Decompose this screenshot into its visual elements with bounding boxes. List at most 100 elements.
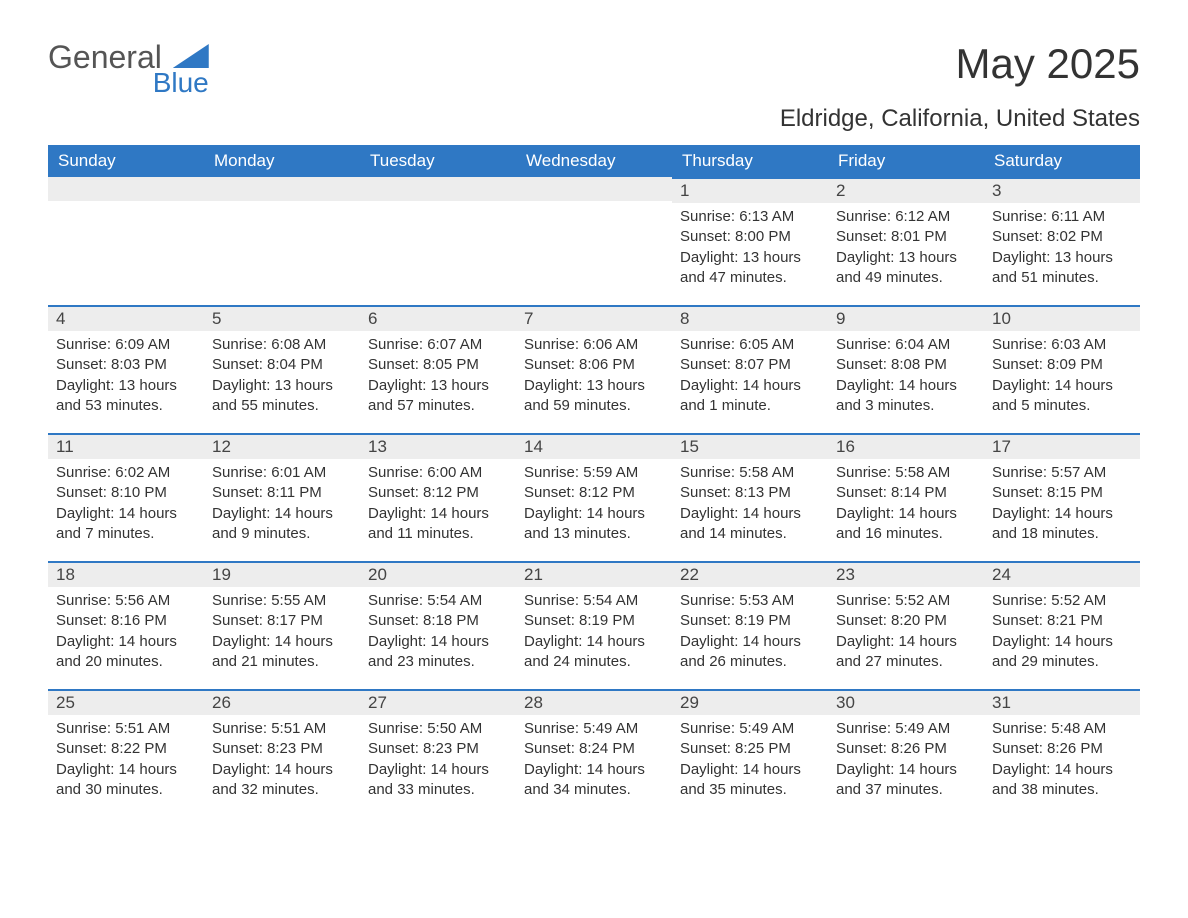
- sunset-text: Sunset: 8:12 PM: [524, 483, 664, 503]
- sunrise-text: Sunrise: 5:54 AM: [368, 591, 508, 611]
- calendar-week-row: 1Sunrise: 6:13 AMSunset: 8:00 PMDaylight…: [48, 177, 1140, 305]
- day-number: 6: [360, 305, 516, 331]
- day-body: Sunrise: 5:49 AMSunset: 8:26 PMDaylight:…: [828, 715, 984, 808]
- daylight-text: Daylight: 14 hours and 7 minutes.: [56, 504, 196, 545]
- calendar-cell: 6Sunrise: 6:07 AMSunset: 8:05 PMDaylight…: [360, 305, 516, 433]
- day-number-empty: [48, 177, 204, 201]
- daylight-text: Daylight: 14 hours and 14 minutes.: [680, 504, 820, 545]
- day-body: Sunrise: 5:55 AMSunset: 8:17 PMDaylight:…: [204, 587, 360, 680]
- sunset-text: Sunset: 8:16 PM: [56, 611, 196, 631]
- calendar-cell: 20Sunrise: 5:54 AMSunset: 8:18 PMDayligh…: [360, 561, 516, 689]
- day-body: Sunrise: 6:09 AMSunset: 8:03 PMDaylight:…: [48, 331, 204, 424]
- sunrise-text: Sunrise: 5:58 AM: [836, 463, 976, 483]
- sunset-text: Sunset: 8:25 PM: [680, 739, 820, 759]
- weekday-header-row: Sunday Monday Tuesday Wednesday Thursday…: [48, 145, 1140, 177]
- daylight-text: Daylight: 13 hours and 53 minutes.: [56, 376, 196, 417]
- day-body: Sunrise: 6:03 AMSunset: 8:09 PMDaylight:…: [984, 331, 1140, 424]
- daylight-text: Daylight: 14 hours and 38 minutes.: [992, 760, 1132, 801]
- sunrise-text: Sunrise: 5:51 AM: [212, 719, 352, 739]
- sunset-text: Sunset: 8:22 PM: [56, 739, 196, 759]
- sunrise-text: Sunrise: 6:13 AM: [680, 207, 820, 227]
- sunset-text: Sunset: 8:04 PM: [212, 355, 352, 375]
- day-number: 20: [360, 561, 516, 587]
- daylight-text: Daylight: 13 hours and 51 minutes.: [992, 248, 1132, 289]
- day-body-empty: [516, 201, 672, 281]
- sunrise-text: Sunrise: 6:11 AM: [992, 207, 1132, 227]
- sunset-text: Sunset: 8:20 PM: [836, 611, 976, 631]
- day-number: 19: [204, 561, 360, 587]
- calendar-cell: [516, 177, 672, 305]
- day-body: Sunrise: 6:00 AMSunset: 8:12 PMDaylight:…: [360, 459, 516, 552]
- sunset-text: Sunset: 8:23 PM: [368, 739, 508, 759]
- day-body: Sunrise: 5:49 AMSunset: 8:24 PMDaylight:…: [516, 715, 672, 808]
- sunrise-text: Sunrise: 5:49 AM: [680, 719, 820, 739]
- day-number: 29: [672, 689, 828, 715]
- sunset-text: Sunset: 8:09 PM: [992, 355, 1132, 375]
- calendar-cell: 11Sunrise: 6:02 AMSunset: 8:10 PMDayligh…: [48, 433, 204, 561]
- daylight-text: Daylight: 13 hours and 49 minutes.: [836, 248, 976, 289]
- sunrise-text: Sunrise: 5:52 AM: [836, 591, 976, 611]
- day-number: 27: [360, 689, 516, 715]
- calendar-cell: 29 Sunrise: 5:49 AMSunset: 8:25 PMDayligh…: [672, 689, 828, 817]
- sunset-text: Sunset: 8:08 PM: [836, 355, 976, 375]
- calendar-cell: 19Sunrise: 5:55 AMSunset: 8:17 PMDayligh…: [204, 561, 360, 689]
- calendar-cell: 24Sunrise: 5:52 AMSunset: 8:21 PMDayligh…: [984, 561, 1140, 689]
- sunset-text: Sunset: 8:01 PM: [836, 227, 976, 247]
- daylight-text: Daylight: 13 hours and 55 minutes.: [212, 376, 352, 417]
- sunrise-text: Sunrise: 6:02 AM: [56, 463, 196, 483]
- calendar-cell: 30Sunrise: 5:49 AMSunset: 8:26 PMDayligh…: [828, 689, 984, 817]
- daylight-text: Daylight: 14 hours and 1 minute.: [680, 376, 820, 417]
- logo-sail-icon: [173, 44, 209, 68]
- day-body-empty: [204, 201, 360, 281]
- day-number: 17: [984, 433, 1140, 459]
- day-body: Sunrise: 5:54 AMSunset: 8:18 PMDaylight:…: [360, 587, 516, 680]
- sunset-text: Sunset: 8:06 PM: [524, 355, 664, 375]
- day-number-empty: [360, 177, 516, 201]
- day-body: Sunrise: 6:13 AMSunset: 8:00 PMDaylight:…: [672, 203, 828, 296]
- day-number: 13: [360, 433, 516, 459]
- sunset-text: Sunset: 8:23 PM: [212, 739, 352, 759]
- sunrise-text: Sunrise: 6:09 AM: [56, 335, 196, 355]
- day-body: Sunrise: 5:48 AMSunset: 8:26 PMDaylight:…: [984, 715, 1140, 808]
- day-number: 23: [828, 561, 984, 587]
- day-number: 25: [48, 689, 204, 715]
- day-body: Sunrise: 5:58 AMSunset: 8:13 PMDaylight:…: [672, 459, 828, 552]
- sunrise-text: Sunrise: 5:49 AM: [836, 719, 976, 739]
- sunrise-text: Sunrise: 5:58 AM: [680, 463, 820, 483]
- calendar-body: 1Sunrise: 6:13 AMSunset: 8:00 PMDaylight…: [48, 177, 1140, 817]
- sunrise-text: Sunrise: 6:00 AM: [368, 463, 508, 483]
- calendar-cell: 17Sunrise: 5:57 AMSunset: 8:15 PMDayligh…: [984, 433, 1140, 561]
- weekday-header: Wednesday: [516, 145, 672, 177]
- calendar-cell: 2Sunrise: 6:12 AMSunset: 8:01 PMDaylight…: [828, 177, 984, 305]
- day-body-empty: [360, 201, 516, 281]
- sunset-text: Sunset: 8:26 PM: [992, 739, 1132, 759]
- sunset-text: Sunset: 8:17 PM: [212, 611, 352, 631]
- day-number: 5: [204, 305, 360, 331]
- calendar-cell: 3Sunrise: 6:11 AMSunset: 8:02 PMDaylight…: [984, 177, 1140, 305]
- calendar-cell: 21Sunrise: 5:54 AMSunset: 8:19 PMDayligh…: [516, 561, 672, 689]
- sunrise-text: Sunrise: 6:08 AM: [212, 335, 352, 355]
- day-number: 28: [516, 689, 672, 715]
- daylight-text: Daylight: 14 hours and 35 minutes.: [680, 760, 820, 801]
- sunrise-text: Sunrise: 6:06 AM: [524, 335, 664, 355]
- daylight-text: Daylight: 14 hours and 21 minutes.: [212, 632, 352, 673]
- sunrise-text: Sunrise: 5:53 AM: [680, 591, 820, 611]
- daylight-text: Daylight: 14 hours and 37 minutes.: [836, 760, 976, 801]
- daylight-text: Daylight: 14 hours and 26 minutes.: [680, 632, 820, 673]
- day-number: 24: [984, 561, 1140, 587]
- calendar-cell: 27Sunrise: 5:50 AMSunset: 8:23 PMDayligh…: [360, 689, 516, 817]
- calendar-cell: [48, 177, 204, 305]
- day-body: Sunrise: 6:04 AMSunset: 8:08 PMDaylight:…: [828, 331, 984, 424]
- day-number: 9: [828, 305, 984, 331]
- calendar-week-row: 4Sunrise: 6:09 AMSunset: 8:03 PMDaylight…: [48, 305, 1140, 433]
- daylight-text: Daylight: 13 hours and 47 minutes.: [680, 248, 820, 289]
- day-number: 30: [828, 689, 984, 715]
- calendar-cell: 31Sunrise: 5:48 AMSunset: 8:26 PMDayligh…: [984, 689, 1140, 817]
- daylight-text: Daylight: 14 hours and 9 minutes.: [212, 504, 352, 545]
- calendar-cell: 13Sunrise: 6:00 AMSunset: 8:12 PMDayligh…: [360, 433, 516, 561]
- sunset-text: Sunset: 8:13 PM: [680, 483, 820, 503]
- sunrise-text: Sunrise: 6:12 AM: [836, 207, 976, 227]
- sunrise-text: Sunrise: 5:52 AM: [992, 591, 1132, 611]
- sunset-text: Sunset: 8:24 PM: [524, 739, 664, 759]
- calendar-cell: 7Sunrise: 6:06 AMSunset: 8:06 PMDaylight…: [516, 305, 672, 433]
